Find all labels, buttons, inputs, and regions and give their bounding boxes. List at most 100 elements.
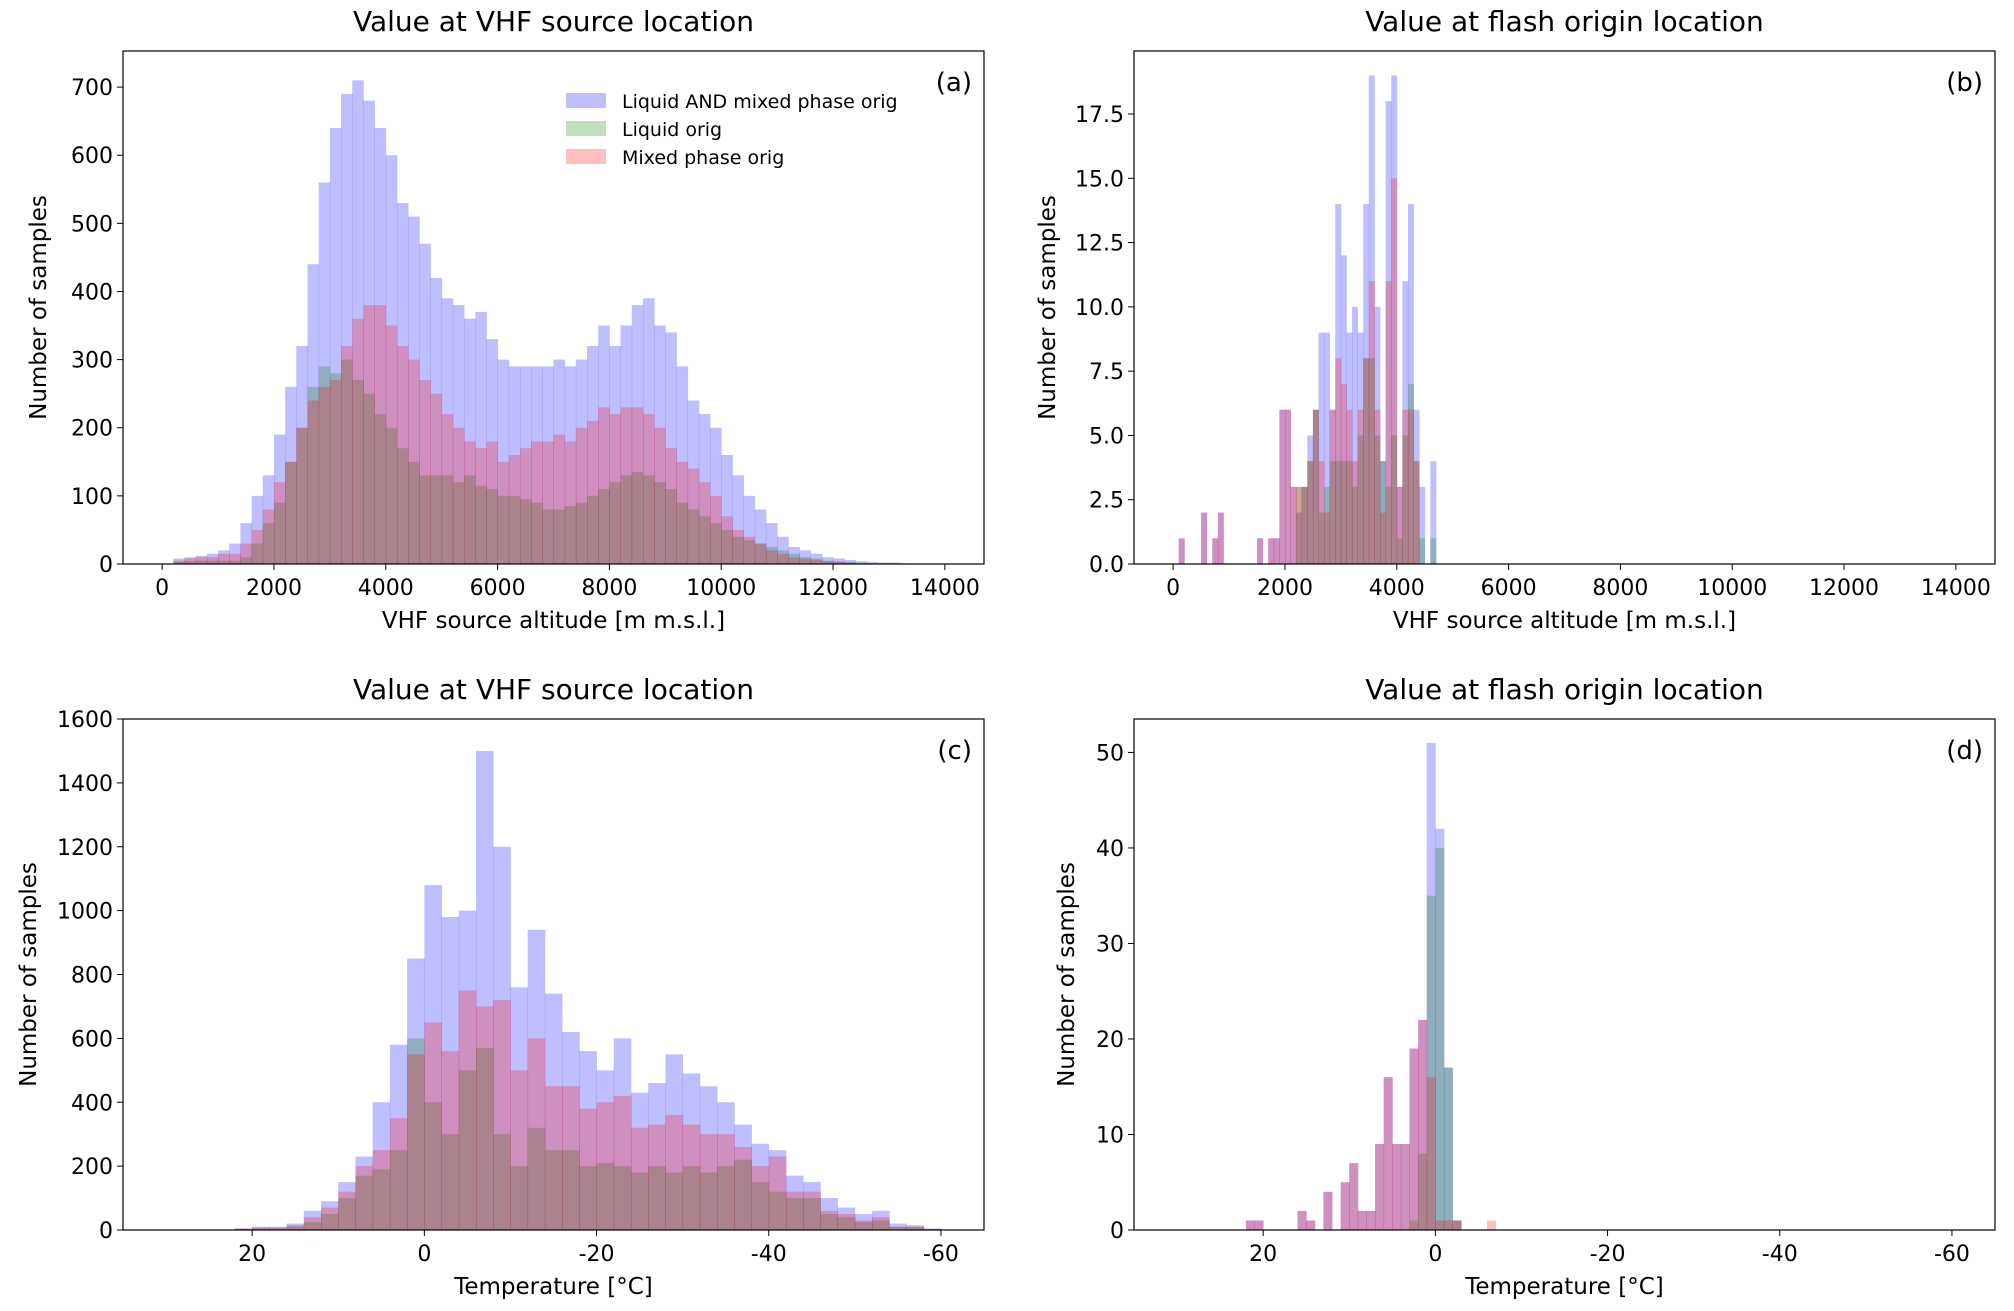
histogram-bar (631, 407, 644, 564)
histogram-bar (1352, 461, 1359, 564)
histogram-bar (1357, 409, 1364, 564)
histogram-bar (609, 414, 621, 564)
histogram-bar (598, 325, 610, 564)
histogram-bar (195, 560, 208, 564)
histogram-bar (285, 461, 297, 564)
histogram-bar (338, 1182, 356, 1230)
histogram-bar (464, 318, 476, 564)
histogram-bar (355, 1175, 374, 1230)
x-tick-label: 10000 (686, 576, 756, 601)
histogram-bar (519, 448, 532, 564)
histogram-bar (1396, 486, 1403, 564)
histogram-bar (751, 1143, 770, 1230)
histogram-bar (810, 553, 823, 564)
histogram-bar (676, 366, 689, 564)
histogram-bar (596, 1102, 615, 1230)
histogram-bar (872, 1217, 890, 1230)
x-axis-label: VHF source altitude [m m.s.l.] (382, 608, 725, 634)
y-tick-label: 600 (71, 144, 113, 169)
histogram-bar (441, 475, 454, 564)
histogram-bar (493, 846, 511, 1230)
histogram-bar (620, 475, 633, 564)
histogram-bar (372, 1169, 391, 1230)
histogram-bar (575, 502, 588, 564)
histogram-bar (251, 495, 264, 564)
histogram-bar (1329, 409, 1336, 564)
histogram-bar (1217, 512, 1224, 564)
chart-title: Value at flash origin location (1365, 673, 1764, 706)
histogram-bar (777, 550, 789, 564)
histogram-bar (1419, 538, 1426, 564)
histogram-bar (1279, 409, 1286, 564)
histogram-bar (441, 298, 454, 564)
histogram-bar (407, 958, 425, 1230)
histogram-bar (1368, 75, 1375, 564)
histogram-bar (1257, 538, 1263, 564)
histogram-bar (252, 1226, 270, 1230)
histogram-bar (240, 543, 252, 564)
histogram-bar (1340, 1182, 1350, 1230)
histogram-bar (206, 553, 219, 564)
histogram-bar (765, 523, 778, 564)
y-tick-label: 1600 (57, 708, 113, 733)
histogram-bar (710, 427, 722, 564)
histogram-bar (508, 454, 521, 564)
histogram-bar (820, 1198, 839, 1230)
histogram-bar (352, 80, 364, 564)
x-tick-label: 12000 (1809, 576, 1879, 601)
histogram-bar (587, 495, 599, 564)
histogram-bar (424, 1022, 442, 1230)
y-tick-label: 17.5 (1075, 103, 1124, 128)
histogram-bar (906, 1225, 925, 1230)
histogram-bar (598, 489, 610, 564)
histogram-bar (799, 557, 812, 564)
histogram-bar (1217, 512, 1224, 564)
series-liquid (1296, 358, 1437, 564)
x-tick-label: 4000 (1369, 576, 1425, 601)
histogram-bar (441, 917, 460, 1230)
histogram-bar (665, 448, 677, 564)
histogram-bar (531, 441, 543, 564)
histogram-bar (768, 1191, 787, 1230)
histogram-bar (1297, 1210, 1307, 1230)
histogram-bar (1290, 486, 1297, 564)
histogram-bar (508, 495, 521, 564)
histogram-bar (630, 1092, 649, 1230)
histogram-bar (889, 1226, 907, 1230)
histogram-bar (527, 1038, 546, 1230)
histogram-bar (609, 345, 621, 564)
histogram-bar (654, 482, 666, 564)
histogram-bar (1306, 1220, 1316, 1230)
subplot-c: 20 0 -20 -40 -600200400600800100012001400160… (16, 673, 985, 1300)
chart-title: Value at VHF source location (353, 673, 754, 706)
histogram-bar (1443, 1220, 1453, 1230)
histogram-bar (262, 475, 275, 564)
histogram-bar (699, 1086, 718, 1230)
histogram-bar (642, 475, 655, 564)
legend: Liquid AND mixed phase orig Liquid orig Mi… (566, 91, 898, 169)
series-all (234, 750, 942, 1230)
histogram-bar (476, 750, 494, 1230)
histogram-bar (743, 540, 756, 564)
x-axis-label: Temperature [°C] (453, 1274, 653, 1300)
histogram-bar (613, 1166, 632, 1230)
histogram-bar (575, 427, 588, 564)
histogram-bar (1296, 486, 1303, 564)
histogram-bar (508, 366, 521, 564)
histogram-bar (648, 1166, 666, 1230)
histogram-bar (1391, 178, 1398, 565)
x-tick-label: 0 (1428, 1242, 1442, 1267)
histogram-bar (1323, 1191, 1333, 1230)
histogram-bar (531, 502, 543, 564)
histogram-bar (544, 1086, 563, 1230)
histogram-bar (785, 1191, 804, 1230)
histogram-bar (1413, 409, 1420, 564)
histogram-bar (1435, 1220, 1445, 1230)
histogram-bar (510, 1070, 529, 1230)
histogram-bar (229, 543, 241, 564)
histogram-bar (699, 1172, 718, 1230)
histogram-bar (396, 448, 409, 564)
histogram-bar (1346, 461, 1353, 564)
histogram-bar (579, 1166, 597, 1230)
histogram-bar (732, 475, 744, 564)
